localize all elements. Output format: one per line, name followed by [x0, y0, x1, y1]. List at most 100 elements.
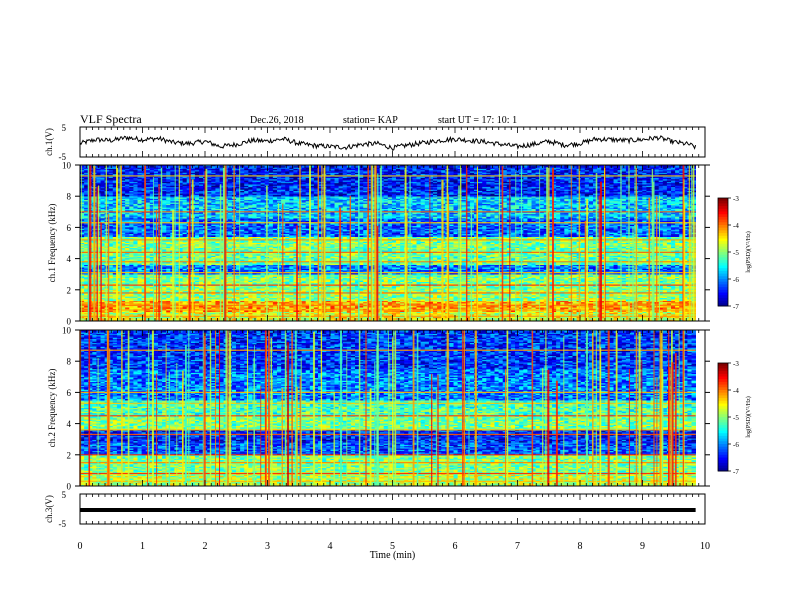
spectrogram-cell — [384, 314, 389, 316]
spectrogram-cell — [302, 314, 307, 316]
start-time-label: start UT = 17: 10: 1 — [438, 115, 517, 126]
spectrogram-cell — [573, 318, 578, 320]
spectrogram-cell — [437, 314, 442, 316]
spectrogram-cell — [261, 314, 266, 316]
spectrogram-cell — [244, 314, 249, 316]
spectrogram-cell — [302, 318, 307, 320]
spectrogram-cell — [421, 318, 426, 320]
spectrogram-cell — [330, 314, 335, 316]
spectrogram-cell — [396, 318, 401, 320]
spectrogram-cell — [568, 314, 573, 316]
spectrogram-cell — [207, 314, 212, 316]
spectrogram-cell — [244, 318, 249, 320]
spectrogram-cell — [125, 314, 130, 316]
ch1-waveform-ylabel: ch.1(V) — [44, 128, 54, 156]
spectrogram-cell — [248, 314, 253, 316]
spectrogram-cell — [490, 314, 495, 316]
spectrogram-cell — [556, 318, 561, 320]
spectrogram-cell — [425, 314, 430, 316]
spectrogram-cell — [343, 318, 348, 320]
spectrogram-cell — [80, 318, 85, 320]
spectrogram-cell — [564, 314, 569, 316]
spectrogram-cell — [388, 314, 393, 316]
spectrogram-cell — [400, 314, 405, 316]
spectrogram-cell — [133, 318, 138, 320]
spectrogram-cell — [285, 314, 290, 316]
spectrogram-cell — [532, 318, 537, 320]
spectrogram-cell — [289, 318, 294, 320]
spectrogram-cell — [412, 318, 417, 320]
spectrogram-cell — [400, 318, 405, 320]
spectrogram-cell — [240, 314, 245, 316]
spectrogram-cell — [556, 314, 561, 316]
spectrogram-cell — [638, 318, 643, 320]
spectrogram-cell — [609, 318, 614, 320]
spectrogram-cell — [289, 314, 294, 316]
spectrogram-cell — [495, 314, 500, 316]
spectrogram-cell — [532, 314, 537, 316]
date-label: Dec.26, 2018 — [250, 115, 304, 126]
spectrogram-cell — [523, 314, 528, 316]
spectrogram-cell — [199, 318, 204, 320]
spectrogram-cell — [449, 314, 454, 316]
spectrogram-cell — [125, 318, 130, 320]
spectrogram-cell — [540, 314, 545, 316]
spectrogram-cell — [663, 318, 668, 320]
spectrogram-cell — [540, 318, 545, 320]
spectrogram-cell — [138, 318, 143, 320]
spectrogram-cell — [573, 314, 578, 316]
spectrogram-cell — [609, 314, 614, 316]
spectrogram-cell — [449, 318, 454, 320]
spectrogram-cell — [138, 314, 143, 316]
spectrogram-cell — [437, 318, 442, 320]
spectrogram-cell — [605, 314, 610, 316]
spectrogram-cell — [454, 314, 459, 316]
spectrogram-cell — [80, 314, 85, 316]
spectrogram-cell — [622, 314, 627, 316]
spectrogram-cell — [211, 314, 216, 316]
spectrogram-cell — [257, 318, 262, 320]
spectrogram-cell — [166, 314, 171, 316]
spectrogram-cell — [507, 314, 512, 316]
spectrogram-cell — [211, 318, 216, 320]
spectrogram-cell — [507, 318, 512, 320]
spectrogram-cell — [511, 314, 516, 316]
spectrogram-cell — [257, 314, 262, 316]
spectrogram-cell — [359, 314, 364, 316]
spectrogram-cell — [269, 314, 274, 316]
spectrogram-cell — [503, 314, 508, 316]
spectrogram-cell — [425, 318, 430, 320]
spectrogram-cell — [564, 318, 569, 320]
spectrogram-cell — [417, 314, 422, 316]
spectrogram-cell — [560, 314, 565, 316]
spectrogram-cell — [412, 314, 417, 316]
spectrogram-cell — [335, 318, 340, 320]
spectrogram-cell — [162, 318, 167, 320]
spectrogram-cell — [454, 318, 459, 320]
spectrogram-cell — [335, 314, 340, 316]
spectrogram-cell — [433, 314, 438, 316]
spectrogram-cell — [667, 314, 672, 316]
spectrogram-cell — [433, 318, 438, 320]
spectrogram-cell — [605, 318, 610, 320]
spectrogram-cell — [166, 318, 171, 320]
ch1-ytick-top: 5 — [62, 123, 67, 133]
spectrogram-cell — [330, 318, 335, 320]
ch1-waveform-panel: 5-5ch.1(V) — [44, 123, 705, 162]
spectrogram-cell — [146, 314, 151, 316]
spectrogram-cell — [462, 314, 467, 316]
vlf-spectra-figure: VLF Spectra Dec.26, 2018 station= KAP st… — [0, 0, 792, 612]
station-label: station= KAP — [343, 115, 398, 126]
spectrogram-cell — [626, 314, 631, 316]
spectrogram-cell — [277, 318, 282, 320]
spectrogram-cell — [495, 318, 500, 320]
spectrogram-cell — [482, 314, 487, 316]
spectrogram-cell — [470, 314, 475, 316]
spectrogram-cell — [129, 314, 134, 316]
spectrogram-cell — [183, 314, 188, 316]
spectrogram-cell — [663, 314, 668, 316]
spectrogram-cell — [195, 314, 200, 316]
spectrogram-cell — [675, 318, 680, 320]
spectrogram-cell — [671, 318, 676, 320]
